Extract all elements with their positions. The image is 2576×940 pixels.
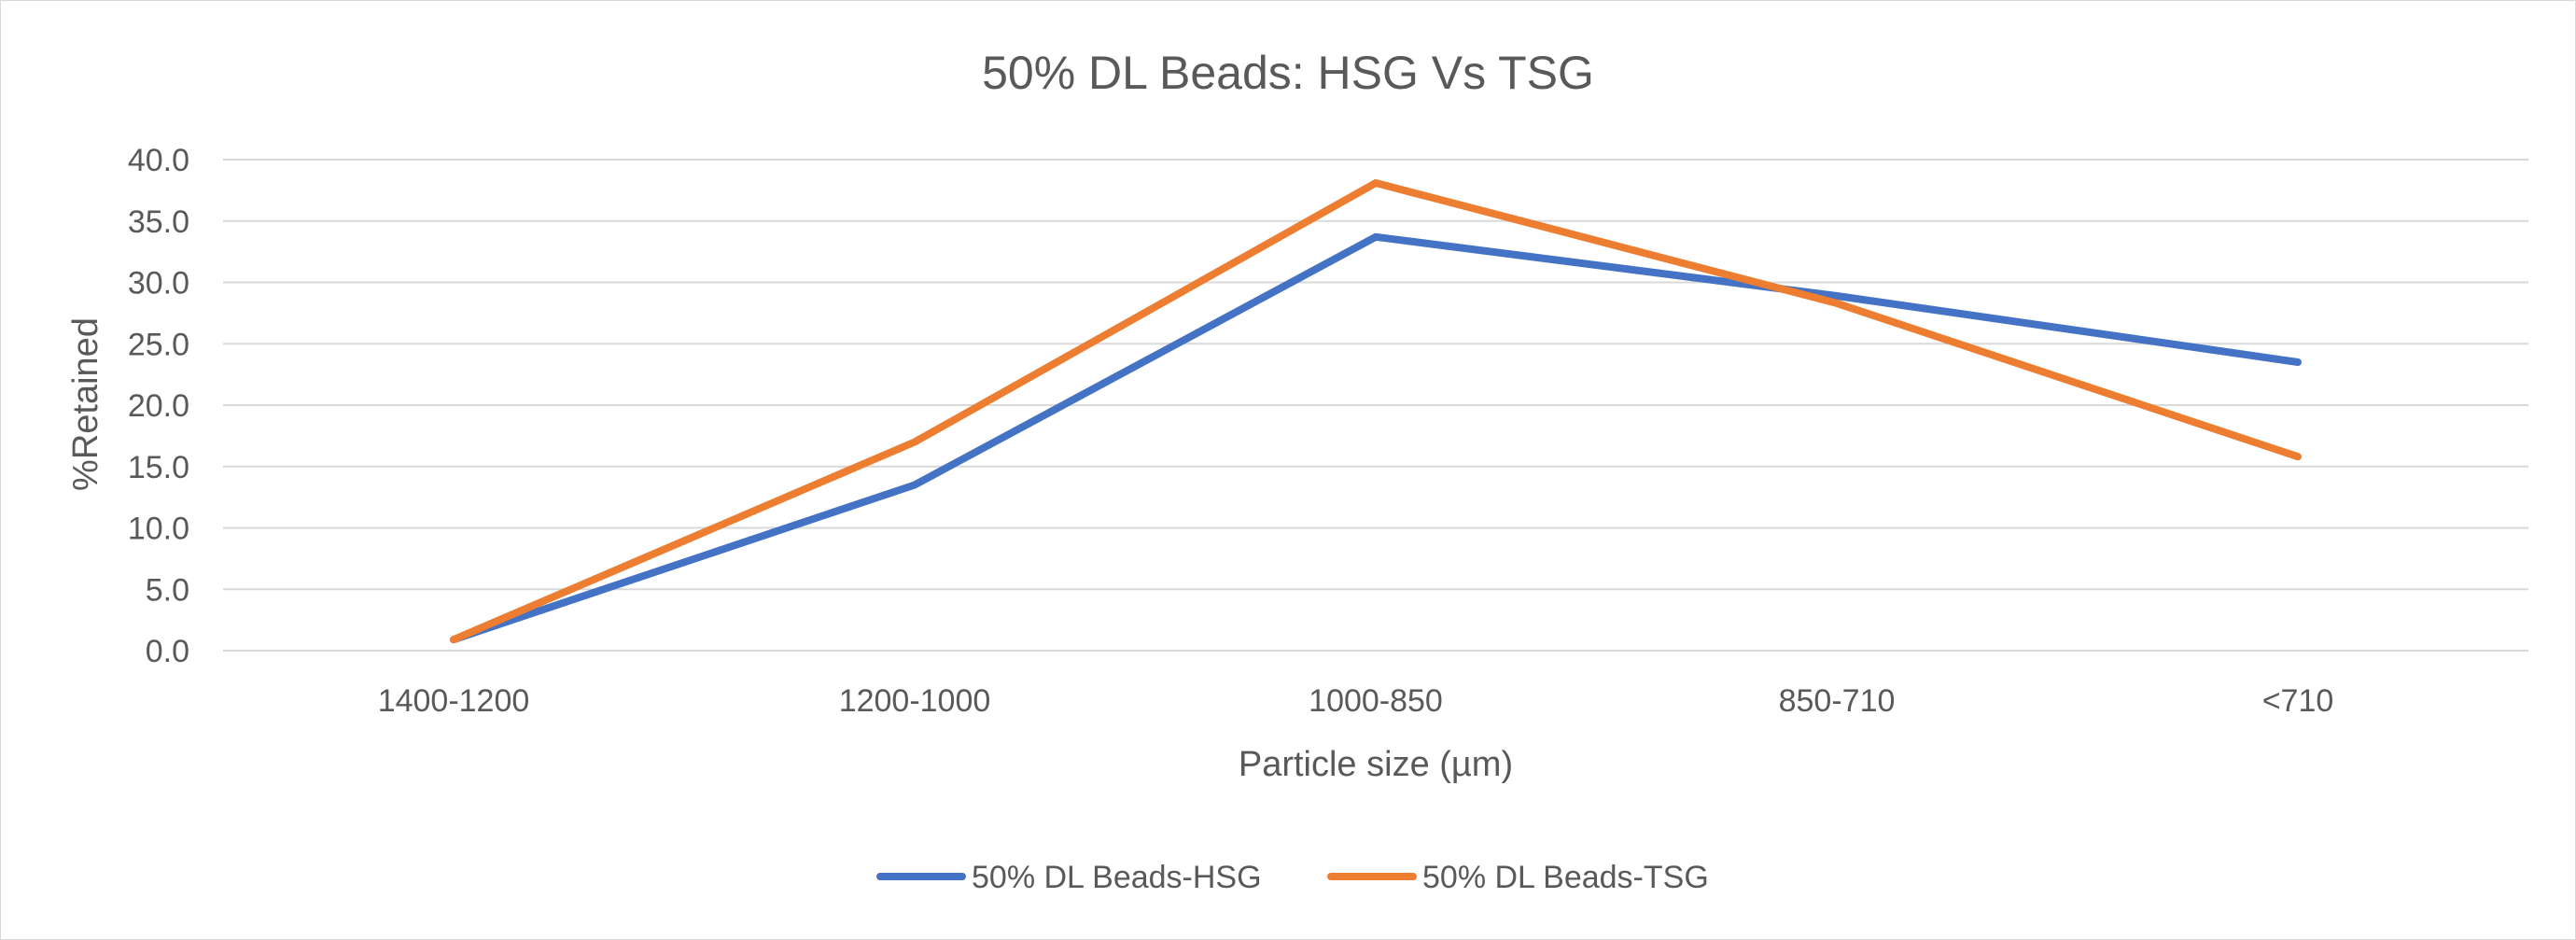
- legend-label: 50% DL Beads-TSG: [1422, 860, 1709, 895]
- x-tick-label: 1000-850: [1309, 683, 1443, 719]
- series-lines: [450, 179, 2302, 644]
- y-tick-label: 40.0: [128, 143, 189, 178]
- x-tick-label: <710: [2262, 683, 2334, 719]
- series-line-1: [450, 232, 2302, 644]
- y-tick-label: 10.0: [128, 512, 189, 547]
- y-tick-label: 25.0: [128, 327, 189, 362]
- x-axis-label: Particle size (µm): [1239, 745, 1513, 784]
- x-tick-label: 1400-1200: [378, 683, 530, 719]
- chart-title: 50% DL Beads: HSG Vs TSG: [982, 47, 1594, 99]
- series-line-2: [450, 179, 2302, 644]
- x-tick-label: 1200-1000: [839, 683, 991, 719]
- y-tick-label: 0.0: [146, 634, 189, 669]
- y-tick-label: 35.0: [128, 204, 189, 240]
- y-tick-label: 30.0: [128, 266, 189, 302]
- x-axis-ticks: 1400-1200 1200-1000 1000-850 850-710 <710: [378, 683, 2334, 719]
- y-axis-label: %Retained: [66, 317, 105, 491]
- y-tick-label: 15.0: [128, 450, 189, 485]
- y-tick-label: 20.0: [128, 388, 189, 424]
- y-axis-ticks: 0.0 5.0 10.0 15.0 20.0 25.0 30.0 35.0 40.0: [128, 143, 189, 669]
- legend-label: 50% DL Beads-HSG: [972, 860, 1262, 895]
- y-tick-label: 5.0: [146, 572, 189, 608]
- x-tick-label: 850-710: [1779, 683, 1896, 719]
- legend: 50% DL Beads-HSG 50% DL Beads-TSG: [876, 860, 1709, 895]
